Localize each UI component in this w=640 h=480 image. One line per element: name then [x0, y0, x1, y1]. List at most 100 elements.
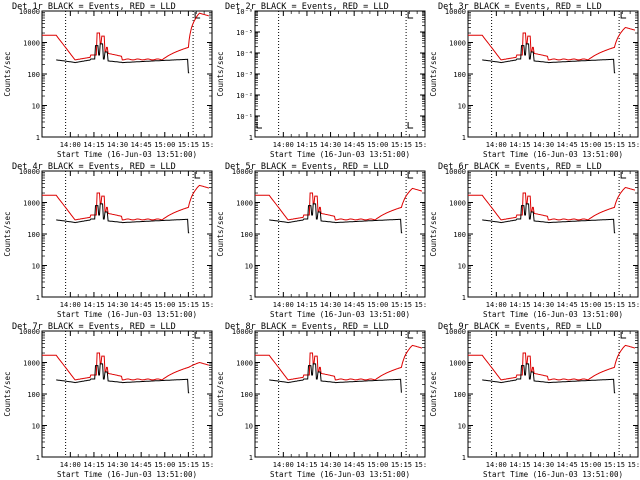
y-tick-label: 1000	[23, 200, 40, 208]
y-tick-label: 10⁻³	[236, 71, 253, 79]
x-tick-label: 14:45	[557, 301, 578, 309]
x-axis-label: Start Time (16-Jun-03 13:51:00)	[57, 310, 197, 319]
y-tick-label: 10	[32, 103, 40, 111]
y-tick-label: 1000	[449, 360, 466, 368]
y-tick-label: 1000	[236, 360, 253, 368]
plot-frame	[254, 330, 426, 458]
x-tick-label: 14:30	[533, 141, 554, 149]
lld-series-line	[468, 344, 636, 381]
x-tick-label: 15:00	[154, 461, 175, 469]
y-tick-label: 10	[32, 423, 40, 431]
chart-title: Det 4r BLACK = Events, RED = LLD	[12, 162, 176, 172]
x-axis-label: Start Time (16-Jun-03 13:51:00)	[483, 310, 623, 319]
plot-frame	[254, 10, 426, 138]
x-tick-label: 14:30	[107, 461, 128, 469]
x-tick-label: 14:00	[273, 461, 294, 469]
y-tick-label: 1000	[236, 200, 253, 208]
x-tick-label: 14:00	[60, 301, 81, 309]
x-tick-label: 14:00	[60, 461, 81, 469]
x-tick-label: 15:30	[201, 461, 213, 469]
x-tick-label: 15:30	[201, 301, 213, 309]
x-tick-label: 15:15	[391, 461, 412, 469]
x-tick-label: 14:00	[486, 301, 507, 309]
y-axis-label: Counts/sec	[216, 211, 225, 256]
chart-title: Det 9r BLACK = Events, RED = LLD	[438, 322, 602, 332]
chart-title: Det 6r BLACK = Events, RED = LLD	[438, 162, 602, 172]
y-tick-label: 1	[462, 294, 466, 302]
segment-bracket	[194, 172, 201, 179]
x-tick-label: 14:15	[296, 301, 317, 309]
segment-bracket	[407, 332, 414, 339]
x-tick-label: 15:00	[580, 461, 601, 469]
y-tick-label: 1	[36, 294, 40, 302]
y-tick-label: 100	[240, 391, 253, 399]
x-axis-label: Start Time (16-Jun-03 13:51:00)	[270, 150, 410, 159]
chart-title: Det 7r BLACK = Events, RED = LLD	[12, 322, 176, 332]
y-tick-label: 1	[462, 134, 466, 142]
x-tick-label: 15:30	[627, 301, 639, 309]
y-tick-label: 1	[36, 134, 40, 142]
x-tick-label: 15:00	[367, 301, 388, 309]
y-tick-label: 10⁻²	[236, 92, 253, 100]
segment-bracket	[407, 12, 414, 19]
plot-frame	[467, 330, 639, 458]
y-tick-label: 100	[453, 391, 466, 399]
x-tick-label: 15:00	[580, 301, 601, 309]
chart-title: Det 1r BLACK = Events, RED = LLD	[12, 2, 176, 12]
plot-frame	[41, 170, 213, 298]
x-tick-label: 14:45	[344, 301, 365, 309]
events-series-line	[482, 363, 616, 394]
plot-frame	[41, 10, 213, 138]
y-tick-label: 100	[453, 71, 466, 79]
x-axis-label: Start Time (16-Jun-03 13:51:00)	[483, 150, 623, 159]
x-tick-label: 14:30	[533, 301, 554, 309]
events-series-line	[482, 203, 616, 234]
lld-series-line	[42, 184, 210, 221]
x-tick-label: 15:15	[178, 301, 199, 309]
y-tick-label: 10⁻⁵	[236, 29, 253, 37]
segment-bracket	[620, 332, 627, 339]
y-tick-label: 1000	[23, 360, 40, 368]
lld-series-line	[42, 352, 210, 381]
x-tick-label: 14:45	[131, 461, 152, 469]
x-tick-label: 15:00	[367, 141, 388, 149]
segment-bracket	[407, 172, 414, 179]
x-tick-label: 14:00	[273, 141, 294, 149]
y-tick-label: 1	[249, 454, 253, 462]
chart-title: Det 8r BLACK = Events, RED = LLD	[225, 322, 389, 332]
segment-bracket	[407, 122, 414, 129]
y-tick-label: 1000	[449, 200, 466, 208]
detector-panel: Det 4r BLACK = Events, RED = LLD 1 10 100 10…	[0, 160, 213, 320]
x-tick-label: 15:30	[627, 141, 639, 149]
x-tick-label: 15:15	[604, 301, 625, 309]
chart-title: Det 5r BLACK = Events, RED = LLD	[225, 162, 389, 172]
y-tick-label: 100	[27, 231, 40, 239]
x-tick-label: 15:00	[154, 301, 175, 309]
events-series-line	[269, 363, 402, 393]
chart-title: Det 2r BLACK = Events, RED = LLD	[225, 2, 389, 12]
chart-svg: Det 5r BLACK = Events, RED = LLD 1 10 100 10…	[216, 162, 426, 319]
y-tick-label: 100	[453, 231, 466, 239]
y-axis-label: Counts/sec	[429, 371, 438, 416]
y-tick-label: 1	[249, 294, 253, 302]
detector-panel: Det 3r BLACK = Events, RED = LLD 1 10 100 10…	[426, 0, 639, 160]
y-tick-label: 1000	[23, 40, 40, 48]
chart-title: Det 3r BLACK = Events, RED = LLD	[438, 2, 602, 12]
x-tick-label: 15:30	[627, 461, 639, 469]
y-tick-label: 10000	[232, 328, 253, 336]
x-tick-label: 14:15	[83, 141, 104, 149]
chart-svg: Det 2r BLACK = Events, RED = LLD 1 10⁻¹ 10⁻…	[216, 2, 426, 159]
segment-bracket	[256, 122, 262, 129]
x-tick-label: 14:15	[83, 461, 104, 469]
x-tick-label: 14:30	[533, 461, 554, 469]
x-tick-label: 15:00	[367, 461, 388, 469]
events-series-line	[269, 203, 403, 234]
chart-svg: Det 4r BLACK = Events, RED = LLD 1 10 100 10…	[3, 162, 213, 319]
x-axis-label: Start Time (16-Jun-03 13:51:00)	[483, 470, 623, 479]
x-tick-label: 14:45	[557, 141, 578, 149]
segment-bracket	[620, 172, 627, 179]
x-tick-label: 15:30	[414, 301, 426, 309]
x-tick-label: 14:30	[107, 301, 128, 309]
x-tick-label: 15:30	[201, 141, 213, 149]
